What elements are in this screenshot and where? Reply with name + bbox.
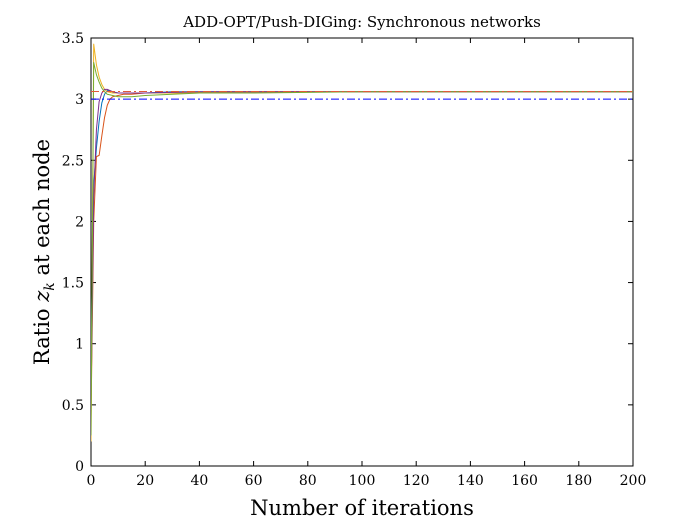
y-tick-label: 2.5: [62, 153, 84, 169]
y-axis-label-suffix: at each node: [30, 139, 54, 282]
x-tick-label: 160: [511, 473, 538, 489]
y-axis-label: Ratio zk at each node: [30, 139, 58, 365]
y-tick-label: 2: [75, 214, 84, 230]
x-tick-label: 100: [349, 473, 376, 489]
chart-title: ADD-OPT/Push-DIGing: Synchronous network…: [182, 13, 541, 31]
series-line-5: [91, 61, 633, 436]
y-tick-label: 0: [75, 459, 84, 475]
x-tick-label: 80: [299, 473, 317, 489]
y-tick-label: 1: [75, 337, 84, 353]
x-tick-label: 0: [87, 473, 96, 489]
x-tick-label: 200: [620, 473, 647, 489]
x-axis-label: Number of iterations: [250, 496, 474, 520]
plot-area-frame: [90, 37, 634, 467]
y-tick-label: 1.5: [62, 276, 84, 292]
x-axis-tick-labels: 0 20 40 60 80 100 120 140 160 180 200: [87, 473, 647, 489]
y-axis-label-subscript: k: [42, 282, 58, 290]
series-group: [91, 43, 633, 442]
x-tick-label: 40: [190, 473, 208, 489]
y-tick-label: 0.5: [62, 398, 84, 414]
x-tick-label: 120: [403, 473, 430, 489]
x-tick-label: 60: [245, 473, 263, 489]
y-axis-tick-labels: 0 0.5 1 1.5 2 2.5 3 3.5: [62, 31, 84, 475]
y-tick-label: 3.5: [62, 31, 84, 47]
y-tick-label: 3: [75, 92, 84, 108]
x-tick-label: 140: [457, 473, 484, 489]
y-axis-label-prefix: Ratio: [30, 302, 54, 365]
x-tick-label: 180: [565, 473, 592, 489]
x-tick-label: 20: [136, 473, 154, 489]
y-axis-label-variable: z: [30, 290, 54, 303]
